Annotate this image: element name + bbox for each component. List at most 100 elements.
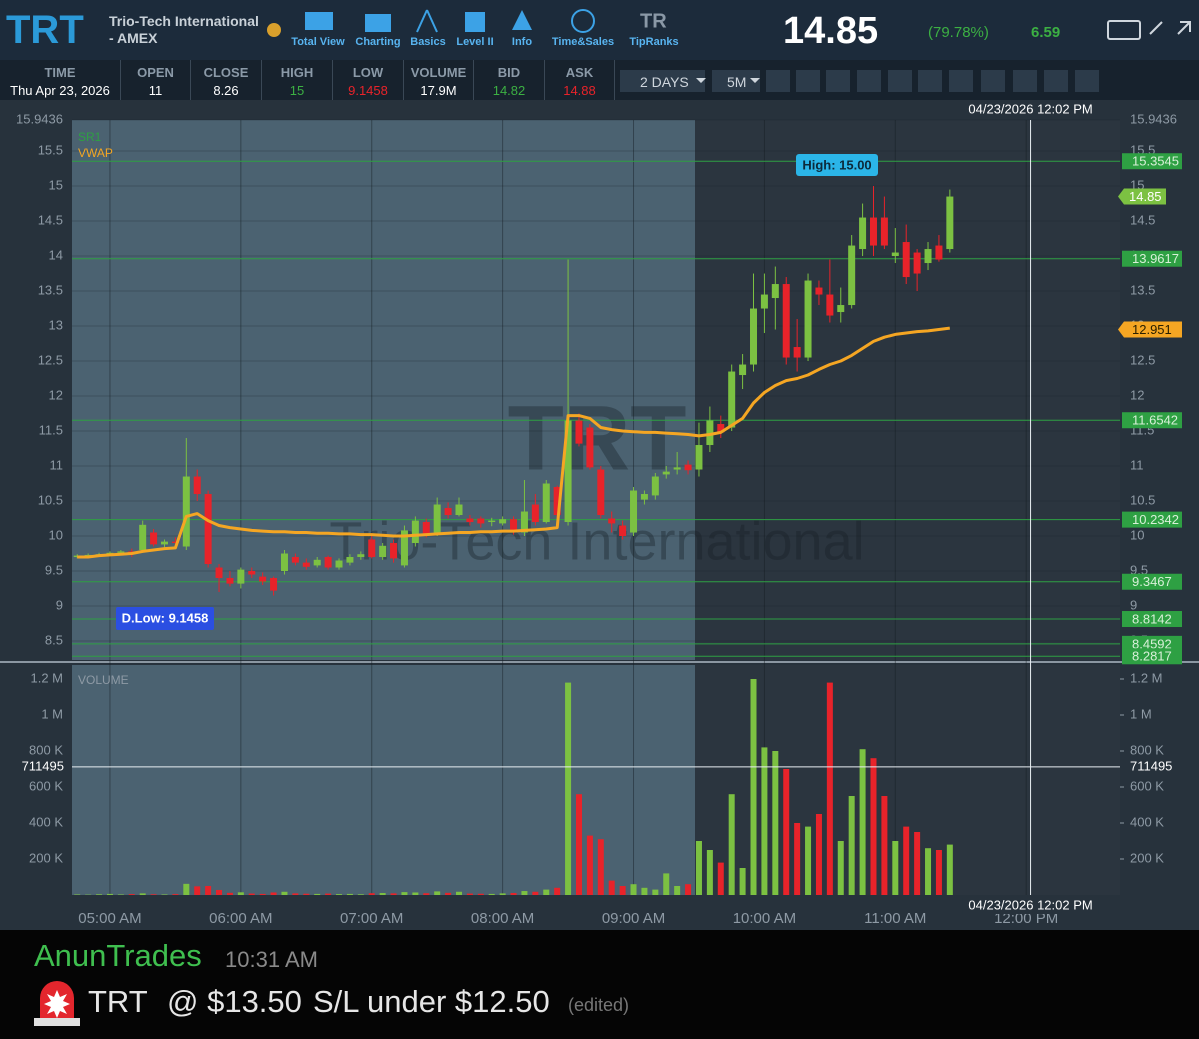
- volume-bar: [390, 893, 397, 895]
- nav-item[interactable]: Info: [511, 36, 533, 48]
- volume-bar: [815, 814, 822, 895]
- candle-body: [640, 494, 648, 500]
- volume-bar: [575, 794, 582, 895]
- candle-body: [302, 562, 310, 567]
- nav-item[interactable]: Level II: [456, 36, 494, 48]
- symbol: TRT: [6, 8, 84, 52]
- volume-bar: [237, 892, 244, 895]
- quote-cell: ASK 14.88: [545, 60, 615, 100]
- candle-body: [804, 280, 812, 358]
- quote-cell: TIME Thu Apr 23, 2026: [0, 60, 121, 100]
- candle-body: [848, 245, 856, 306]
- level-label-bg: [1122, 153, 1182, 170]
- volume-bar: [663, 873, 670, 895]
- volume-bar: [172, 894, 179, 895]
- last-price: 14.85: [783, 10, 879, 52]
- candle-body: [946, 196, 954, 250]
- volume-bar: [706, 850, 713, 895]
- range-select[interactable]: 2 DAYS: [640, 74, 689, 90]
- level-label-bg: [1122, 648, 1182, 665]
- header-bg: [0, 0, 1199, 60]
- nav-item[interactable]: TipRanks: [629, 36, 679, 48]
- candle-body: [171, 541, 179, 544]
- level-label-bg: [1122, 635, 1182, 652]
- nav-icons: TR: [267, 9, 667, 37]
- candle-body: [215, 567, 223, 579]
- volume-bar: [205, 886, 212, 895]
- candle-body: [280, 553, 288, 572]
- y-tick-label: 14.5: [38, 212, 63, 227]
- volume-bar: [477, 893, 484, 895]
- level-label: 11.6542: [1132, 413, 1178, 428]
- candle-body: [542, 483, 550, 523]
- x-tick-label: 10:00 AM: [733, 910, 796, 927]
- candle-body: [859, 217, 867, 250]
- v-tick-label-right: 400 K: [1130, 814, 1164, 829]
- volume-bar: [739, 868, 746, 895]
- x-tick-label: 05:00 AM: [78, 910, 141, 927]
- candle-body: [379, 545, 387, 558]
- change-pct: (79.78%): [928, 24, 989, 41]
- volume-bar: [685, 884, 692, 895]
- volume-bar: [434, 891, 441, 895]
- candle-body: [695, 445, 703, 470]
- v-tick-label: 1.2 M: [30, 670, 63, 685]
- y-tick-label: 13: [49, 317, 63, 332]
- candle-body: [782, 284, 790, 358]
- volume-bar: [325, 893, 332, 895]
- candle-body: [619, 525, 627, 537]
- quote-label: OPEN: [137, 65, 174, 80]
- plot: TRT Trio-Tech International 05:00 AM 06:00 …: [16, 101, 1182, 927]
- volume-bar: [772, 751, 779, 895]
- candle-body: [771, 284, 779, 299]
- candle-body: [630, 490, 638, 533]
- candle-body: [739, 364, 747, 376]
- quote-cell: CLOSE 8.26: [191, 60, 262, 100]
- volume-bar: [695, 841, 702, 895]
- candle-body: [673, 467, 681, 470]
- volume-bar: [848, 796, 855, 895]
- volume-bar: [597, 839, 604, 895]
- volume-bar: [226, 892, 233, 895]
- quote-value: 14.82: [492, 83, 526, 98]
- volume-bar: [314, 893, 321, 895]
- volume-bar: [794, 823, 801, 895]
- crosshair-volume: 711495: [1130, 758, 1172, 773]
- candle-body: [499, 519, 507, 524]
- candle-body: [182, 476, 190, 547]
- candle-body: [760, 294, 768, 309]
- volume-bar: [783, 769, 790, 895]
- candle-body: [553, 487, 561, 516]
- candle-body: [510, 519, 518, 532]
- last-price-bg: [1118, 188, 1166, 205]
- nav-item[interactable]: Basics: [410, 36, 446, 48]
- volume-bar: [881, 796, 888, 895]
- v-tick-label-right: 800 K: [1130, 742, 1164, 757]
- volume-bar: [379, 893, 386, 895]
- interval-select[interactable]: 5M: [727, 74, 747, 90]
- candle-body: [226, 578, 234, 584]
- volume-bar: [466, 893, 473, 895]
- y-tick-label: 13.5: [38, 282, 63, 297]
- candle-body: [891, 252, 899, 257]
- volume-bar: [456, 891, 463, 895]
- candle-body: [793, 347, 801, 358]
- v-tick-label: 400 K: [29, 814, 63, 829]
- nav-item[interactable]: Time&Sales: [551, 36, 615, 48]
- y-tick-label: 11: [50, 457, 64, 472]
- nav-item[interactable]: Total View: [291, 36, 345, 48]
- quote-value: 15: [289, 83, 305, 98]
- volume-bar: [117, 894, 124, 895]
- nav-item[interactable]: Charting: [355, 36, 401, 48]
- message-stop: S/L under $12.50: [313, 984, 550, 1019]
- quote-cell: BID 14.82: [474, 60, 545, 100]
- volume-bar: [859, 749, 866, 895]
- y-tick-label: 15.9436: [16, 111, 63, 126]
- quote-label: LOW: [352, 65, 384, 80]
- siren-icon: [34, 981, 80, 1026]
- quote-value: 11: [148, 83, 163, 98]
- volume-bar: [935, 850, 942, 895]
- candle-body: [564, 420, 572, 523]
- last-price-label: 14.85: [1129, 189, 1162, 204]
